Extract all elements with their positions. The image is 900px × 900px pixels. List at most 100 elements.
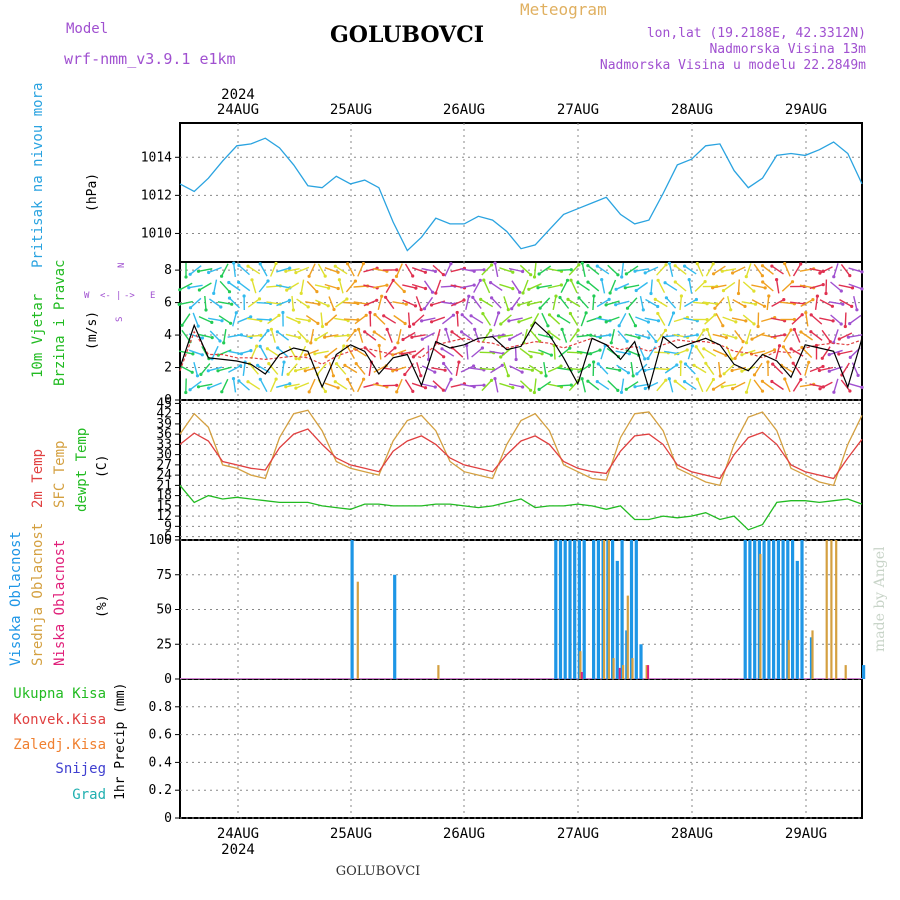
wind-arrow (722, 316, 737, 323)
wind-arrowhead (320, 324, 325, 329)
wind-arrow (751, 299, 765, 307)
wind-arrowhead (196, 385, 201, 389)
wind-arrow (218, 315, 231, 324)
wind-arrowhead (656, 278, 660, 282)
wind-arrowhead (744, 275, 748, 279)
wind-arrow (441, 348, 455, 357)
wind-arrow (607, 264, 619, 276)
cloud-bar-high (743, 540, 747, 679)
cloud-bar-high (558, 540, 563, 679)
wind-arrow (674, 380, 687, 391)
wind-arrowhead (294, 271, 298, 275)
wind-arrowhead (687, 278, 691, 282)
pressure-series-line (179, 137, 863, 252)
wind-arrow (528, 283, 542, 290)
wind-arrowhead (206, 369, 210, 373)
temperature-ticklabel-11: 39 (156, 417, 172, 432)
wind-arrow (558, 315, 571, 324)
wind-arrow (712, 284, 727, 289)
wind-arrow (630, 361, 634, 377)
wind-arrow (751, 332, 765, 340)
wind-arrow (761, 380, 775, 391)
wind-arrowhead (718, 374, 722, 378)
wind-arrow (537, 333, 552, 339)
wind-arrow (276, 331, 290, 341)
cloud-bar-high (776, 540, 780, 679)
wind-arrowhead (200, 353, 204, 357)
wind-arrow (443, 363, 453, 375)
wind-arrow (188, 284, 203, 289)
wind-arrow (762, 265, 774, 275)
wind-arrowhead (490, 263, 494, 267)
wind-arrow (848, 283, 863, 290)
pressure-ticklabel-2: 1014 (141, 150, 172, 165)
wind-arrow (570, 279, 578, 294)
wind-arrowhead (616, 273, 620, 277)
wind-arrowhead (654, 339, 658, 344)
wind-arrow (770, 317, 785, 322)
wind-arrowhead (671, 311, 676, 315)
wind-arrowhead (690, 344, 695, 348)
wind-arrow (494, 378, 499, 393)
wind-arrow (198, 333, 213, 339)
wind-arrowhead (586, 264, 590, 268)
cloud-bar-high (620, 540, 624, 679)
wind-arrow (741, 366, 756, 372)
cloud-bars (180, 540, 866, 680)
cloud-bar-high (767, 540, 771, 679)
wind-arrow (200, 363, 211, 375)
wind-arrowhead (210, 320, 214, 324)
wind-arrowhead (760, 274, 765, 278)
wind-arrow (654, 351, 669, 354)
wind-arrow (383, 347, 396, 358)
wind-arrowhead (324, 355, 328, 359)
wind-arrowhead (711, 387, 716, 391)
wind-arrow (753, 263, 763, 277)
wind-arrowhead (736, 291, 741, 296)
wind-arrow (266, 301, 281, 305)
wind-arrow (650, 279, 653, 294)
cloud-bar-low (580, 672, 583, 679)
wind-arrow (646, 330, 657, 342)
wind-arrow (385, 280, 394, 293)
pressure-frame (179, 122, 863, 263)
wind-arrowhead (743, 304, 747, 308)
wind-ticklabel-2: 4 (164, 328, 172, 343)
top-day-0: 24AUG (217, 102, 259, 118)
wind-arrow (233, 263, 236, 277)
wind-arrowhead (259, 333, 263, 337)
pressure-panel (179, 137, 863, 252)
wind-arrow (828, 301, 843, 305)
wind-arrowhead (294, 386, 298, 390)
cloud-bar-low (618, 667, 621, 679)
wind-arrow (402, 331, 416, 341)
wind-arrow (663, 350, 679, 355)
wind-arrowhead (546, 324, 550, 328)
wind-arrow (753, 379, 764, 392)
wind-arrow (372, 268, 388, 272)
wind-arrow (569, 329, 579, 343)
precip-unit: 1hr Precip (mm) (113, 683, 128, 800)
wind-arrow (727, 296, 732, 310)
wind-arrow (511, 296, 521, 310)
wind-arrowhead (345, 297, 349, 301)
wind-arrowhead (520, 370, 524, 374)
wind-arrowhead (529, 273, 533, 277)
wind-arrowhead (750, 337, 754, 341)
precipitation-frame (179, 678, 863, 819)
cloud_cover-ticklabel-0: 0 (164, 672, 172, 687)
temperature-ticklabel-2: 12 (156, 509, 172, 524)
wind-arrow (810, 331, 823, 341)
wind-arrowhead (188, 306, 193, 310)
wind-arrow (696, 263, 704, 277)
wind-arrow (838, 350, 853, 355)
cloud-bar-mid (844, 665, 847, 679)
wind-arrow (519, 264, 532, 276)
wind-arrowhead (237, 263, 241, 267)
wind-arrowhead (532, 390, 537, 395)
wind-arrow (188, 349, 203, 356)
wind-arrow (305, 301, 320, 305)
wind-arrow (538, 349, 552, 356)
wind-arrowhead (673, 379, 677, 383)
wind-arrow (499, 382, 514, 389)
